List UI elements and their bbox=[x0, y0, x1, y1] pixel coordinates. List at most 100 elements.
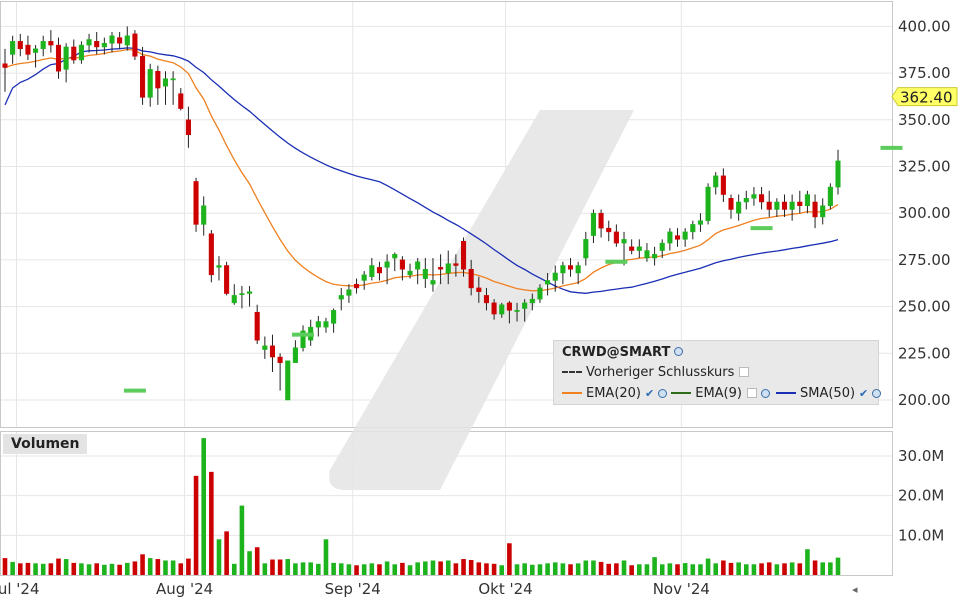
volume-bar bbox=[193, 475, 199, 575]
candle-body bbox=[598, 212, 604, 229]
volume-bar bbox=[338, 563, 344, 575]
candle-body bbox=[476, 287, 482, 292]
candle-body bbox=[369, 265, 375, 277]
candle-body bbox=[231, 295, 237, 304]
candle-body bbox=[537, 287, 543, 300]
volume-bar bbox=[614, 563, 619, 575]
volume-bar bbox=[262, 563, 268, 575]
candle-body bbox=[713, 175, 719, 188]
visibility-checkbox-icon[interactable] bbox=[746, 388, 757, 398]
candle-body bbox=[690, 224, 696, 233]
candle-body bbox=[384, 261, 390, 268]
price-tick-label: 400.00 bbox=[898, 17, 951, 35]
candle-body bbox=[323, 321, 329, 328]
candle-body bbox=[583, 239, 589, 259]
candle-body bbox=[262, 345, 268, 350]
candle-body bbox=[239, 293, 245, 295]
volume-bar bbox=[209, 471, 214, 575]
settings-icon[interactable] bbox=[760, 388, 770, 398]
candle-body bbox=[269, 345, 276, 358]
candle-body bbox=[48, 41, 54, 46]
candle-body bbox=[315, 321, 321, 328]
candle-body bbox=[224, 265, 230, 294]
volume-bar bbox=[79, 563, 84, 575]
volume-bar bbox=[621, 560, 627, 575]
legend-item-prev-close[interactable]: Vorheriger Schlusskurs bbox=[562, 363, 750, 381]
volume-bar bbox=[17, 563, 23, 575]
candle-body bbox=[78, 44, 84, 61]
candle-body bbox=[277, 356, 283, 363]
volume-bar bbox=[728, 562, 734, 575]
check-icon[interactable]: ✔ bbox=[859, 386, 869, 400]
volume-bar bbox=[270, 559, 275, 575]
check-icon[interactable]: ✔ bbox=[645, 386, 655, 400]
candle-body bbox=[636, 246, 642, 251]
volume-bar bbox=[499, 565, 505, 575]
volume-bar bbox=[644, 564, 650, 575]
volume-tick-label: 10.0M bbox=[898, 526, 944, 544]
volume-bar bbox=[285, 559, 291, 575]
volume-bar bbox=[163, 560, 168, 575]
last-price-tag bbox=[891, 87, 958, 107]
candle-body bbox=[438, 267, 444, 270]
volume-bar bbox=[354, 565, 359, 575]
volume-bar bbox=[155, 559, 161, 575]
candle-body bbox=[300, 330, 306, 348]
scroll-arrow-icon[interactable]: ◂ bbox=[852, 583, 858, 596]
price-tick-label: 250.00 bbox=[898, 298, 951, 316]
settings-icon[interactable] bbox=[674, 347, 684, 356]
volume-bar bbox=[147, 558, 153, 575]
legend-item-row-2: EMA(20) ✔ EMA(9) SMA(50) ✔ bbox=[562, 384, 882, 402]
volume-bar bbox=[316, 563, 321, 575]
price-tick-label: 225.00 bbox=[898, 344, 951, 362]
volume-bar bbox=[400, 562, 405, 575]
sma50-line bbox=[4, 47, 839, 294]
visibility-checkbox-icon[interactable] bbox=[739, 367, 750, 377]
candle-body bbox=[468, 268, 474, 289]
candle-body bbox=[331, 310, 337, 324]
volume-bar bbox=[835, 557, 841, 575]
watermark-logo bbox=[329, 110, 634, 490]
volume-bar bbox=[721, 560, 726, 575]
volume-bar bbox=[491, 563, 497, 575]
volume-bar bbox=[812, 560, 818, 575]
volume-bar bbox=[652, 557, 657, 575]
candle-body bbox=[781, 201, 788, 210]
candle-body bbox=[751, 194, 757, 199]
volume-bar bbox=[102, 564, 107, 575]
candle-body bbox=[399, 259, 405, 270]
volume-bar bbox=[407, 565, 413, 575]
volume-bar bbox=[560, 563, 566, 575]
x-tick-label: Okt '24 bbox=[478, 580, 532, 598]
volume-bar bbox=[117, 564, 122, 575]
candle-body bbox=[155, 70, 161, 89]
volume-bar bbox=[759, 563, 764, 575]
volume-bar bbox=[40, 563, 46, 575]
volume-bar bbox=[415, 562, 420, 575]
volume-bar bbox=[828, 562, 833, 575]
volume-bar bbox=[530, 564, 535, 575]
candle-body bbox=[766, 201, 772, 210]
volume-bar bbox=[805, 549, 810, 575]
volume-bar bbox=[293, 563, 298, 575]
candle-body bbox=[567, 265, 574, 270]
volume-bar bbox=[461, 559, 466, 575]
candle-body bbox=[743, 198, 749, 203]
x-tick-label: Nov '24 bbox=[653, 580, 710, 598]
candle-body bbox=[682, 231, 688, 240]
candle-body bbox=[835, 160, 841, 188]
volume-bar bbox=[2, 558, 8, 575]
settings-icon[interactable] bbox=[658, 388, 668, 398]
volume-bar bbox=[675, 564, 680, 575]
volume-bar bbox=[10, 561, 15, 575]
candle-body bbox=[804, 194, 810, 206]
candle-body bbox=[430, 280, 436, 285]
volume-bar bbox=[682, 563, 688, 575]
settings-icon[interactable] bbox=[872, 388, 882, 398]
legend-symbol: CRWD@SMART bbox=[562, 345, 684, 360]
candle-body bbox=[652, 254, 658, 259]
candle-body bbox=[361, 274, 367, 281]
candle-body bbox=[185, 119, 191, 135]
price-tick-label: 275.00 bbox=[898, 251, 951, 269]
candle-body bbox=[247, 291, 253, 294]
